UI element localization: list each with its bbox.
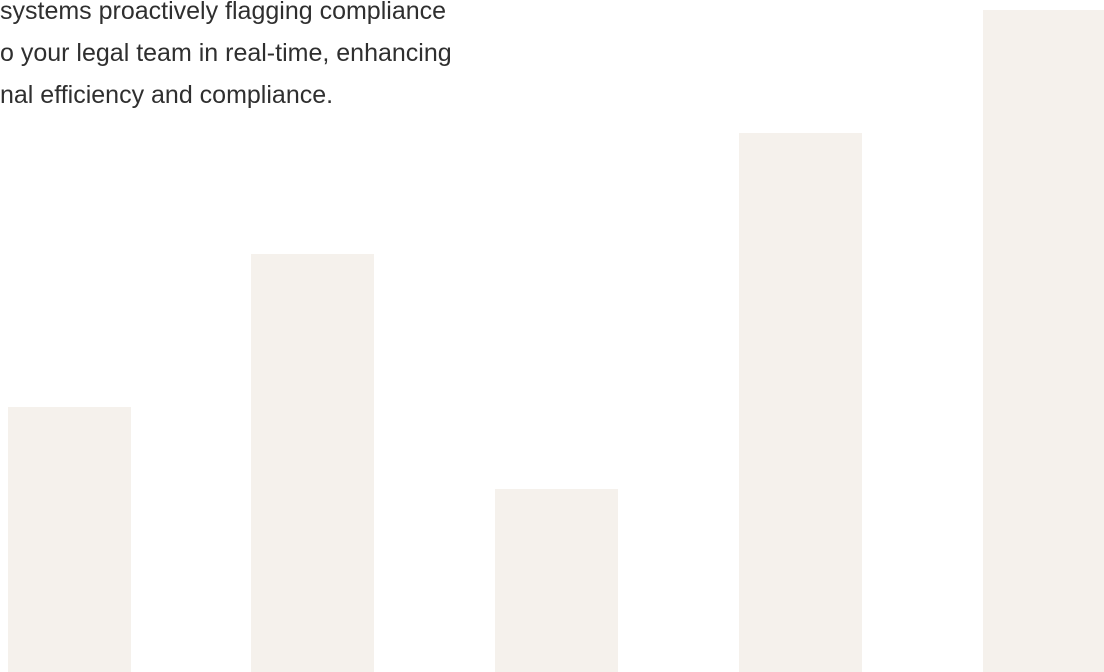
decor-bar: [8, 407, 131, 672]
decor-bar: [983, 10, 1104, 672]
decor-bar: [739, 133, 862, 672]
decor-bar: [495, 489, 618, 672]
paragraph: systems proactively flagging compliance …: [0, 0, 620, 116]
decor-bar: [251, 254, 374, 672]
text-line: nal efficiency and compliance.: [0, 81, 334, 109]
text-line: o your legal team in real-time, enhancin…: [0, 39, 452, 67]
text-line: systems proactively flagging compliance: [0, 0, 447, 25]
